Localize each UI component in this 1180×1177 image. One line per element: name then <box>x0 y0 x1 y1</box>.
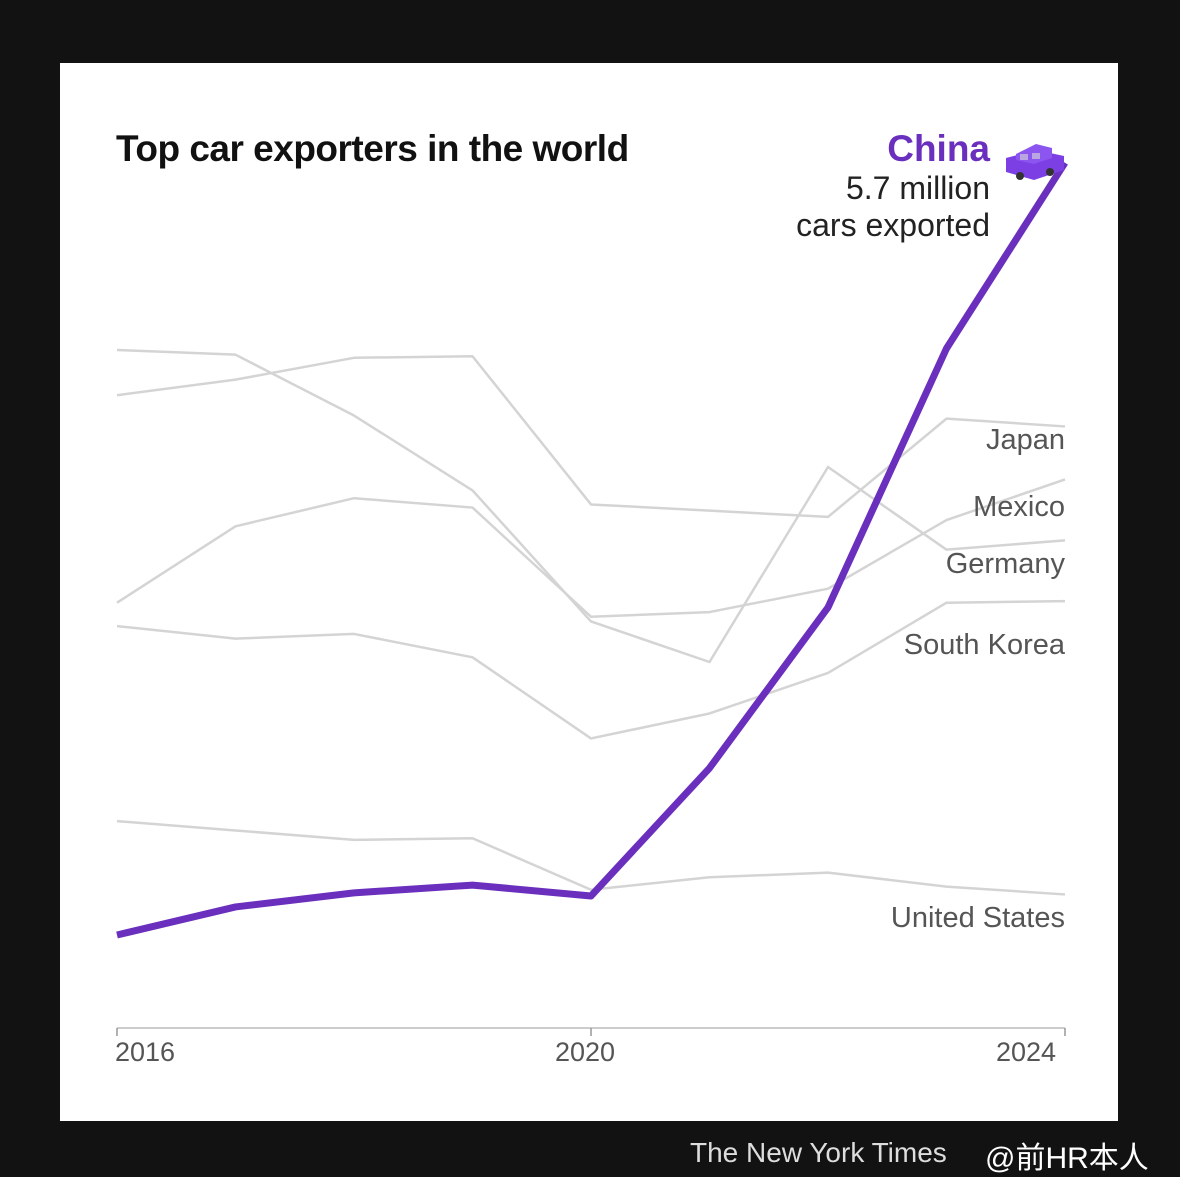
source-credit: The New York Times <box>690 1137 947 1168</box>
series-line-south-korea <box>116 599 1066 740</box>
series-line-germany <box>116 348 1066 664</box>
china-label: China <box>887 128 990 169</box>
china-annotation: China 5.7 million cars exported <box>730 128 990 244</box>
chart-card <box>60 63 1118 1121</box>
series-line-china <box>116 160 1068 939</box>
china-value-sub: cars exported <box>796 207 990 243</box>
series-label-mexico: Mexico <box>973 491 1065 523</box>
x-tick-label: 2020 <box>555 1037 616 1067</box>
watermark: @前HR本人 <box>985 1142 1149 1175</box>
series-label-germany: Germany <box>945 548 1065 580</box>
series-line-united-states <box>116 819 1066 896</box>
x-tick-label: 2024 <box>996 1037 1057 1067</box>
x-axis <box>116 1027 1066 1036</box>
car-icon <box>1006 144 1064 180</box>
series-label-south-korea: South Korea <box>903 629 1065 661</box>
series-line-japan <box>116 354 1066 519</box>
china-value: 5.7 million <box>845 170 990 206</box>
series-line-mexico <box>116 478 1066 619</box>
chart-title: Top car exporters in the world <box>116 128 629 169</box>
x-tick-label: 2016 <box>115 1037 176 1067</box>
series-label-japan: Japan <box>985 424 1065 456</box>
series-label-united-states: United States <box>890 902 1065 934</box>
